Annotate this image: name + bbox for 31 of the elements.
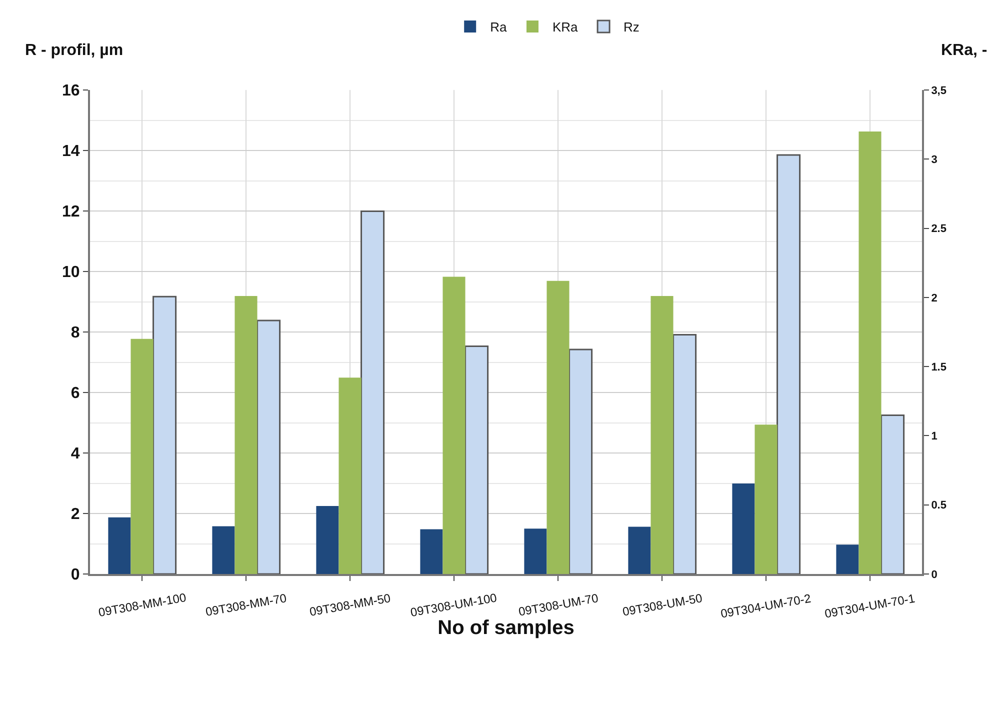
legend-label: KRa xyxy=(552,20,579,35)
bar xyxy=(836,544,859,574)
bar xyxy=(212,526,235,574)
y-tick-label: 8 xyxy=(70,324,80,342)
legend-label: Rz xyxy=(624,20,640,35)
bar xyxy=(858,131,882,574)
y-tick-label: 10 xyxy=(62,264,80,282)
y-tick-label: 12 xyxy=(62,204,80,221)
y-tick-label: 0 xyxy=(70,566,80,584)
y2-tick-label: 2.5 xyxy=(931,223,946,236)
y2-tick-label: 1.5 xyxy=(931,361,946,374)
y-tick-label: 2 xyxy=(70,506,80,524)
y2-tick-label: 3 xyxy=(931,154,938,166)
y-tick-label: 14 xyxy=(62,143,80,160)
bar xyxy=(108,517,131,574)
y-tick-label: 16 xyxy=(62,82,80,100)
bar xyxy=(524,528,547,574)
legend-label: Ra xyxy=(490,20,508,35)
y-tick-label: 6 xyxy=(70,385,80,402)
x-axis-title: No of samples xyxy=(438,617,574,639)
y2-axis-title: KRa, - xyxy=(941,42,988,59)
y-tick-label: 4 xyxy=(70,446,80,463)
y2-tick-label: 0 xyxy=(931,568,938,581)
y2-tick-label: 0.5 xyxy=(931,500,946,512)
y-axis-title: R - profil, µm xyxy=(25,42,124,59)
bar xyxy=(628,526,651,574)
y2-tick-label: 3,5 xyxy=(931,84,946,97)
y2-tick-label: 1 xyxy=(931,430,938,443)
bar xyxy=(776,154,801,574)
y2-tick-label: 2 xyxy=(931,292,938,304)
bar xyxy=(420,529,443,574)
